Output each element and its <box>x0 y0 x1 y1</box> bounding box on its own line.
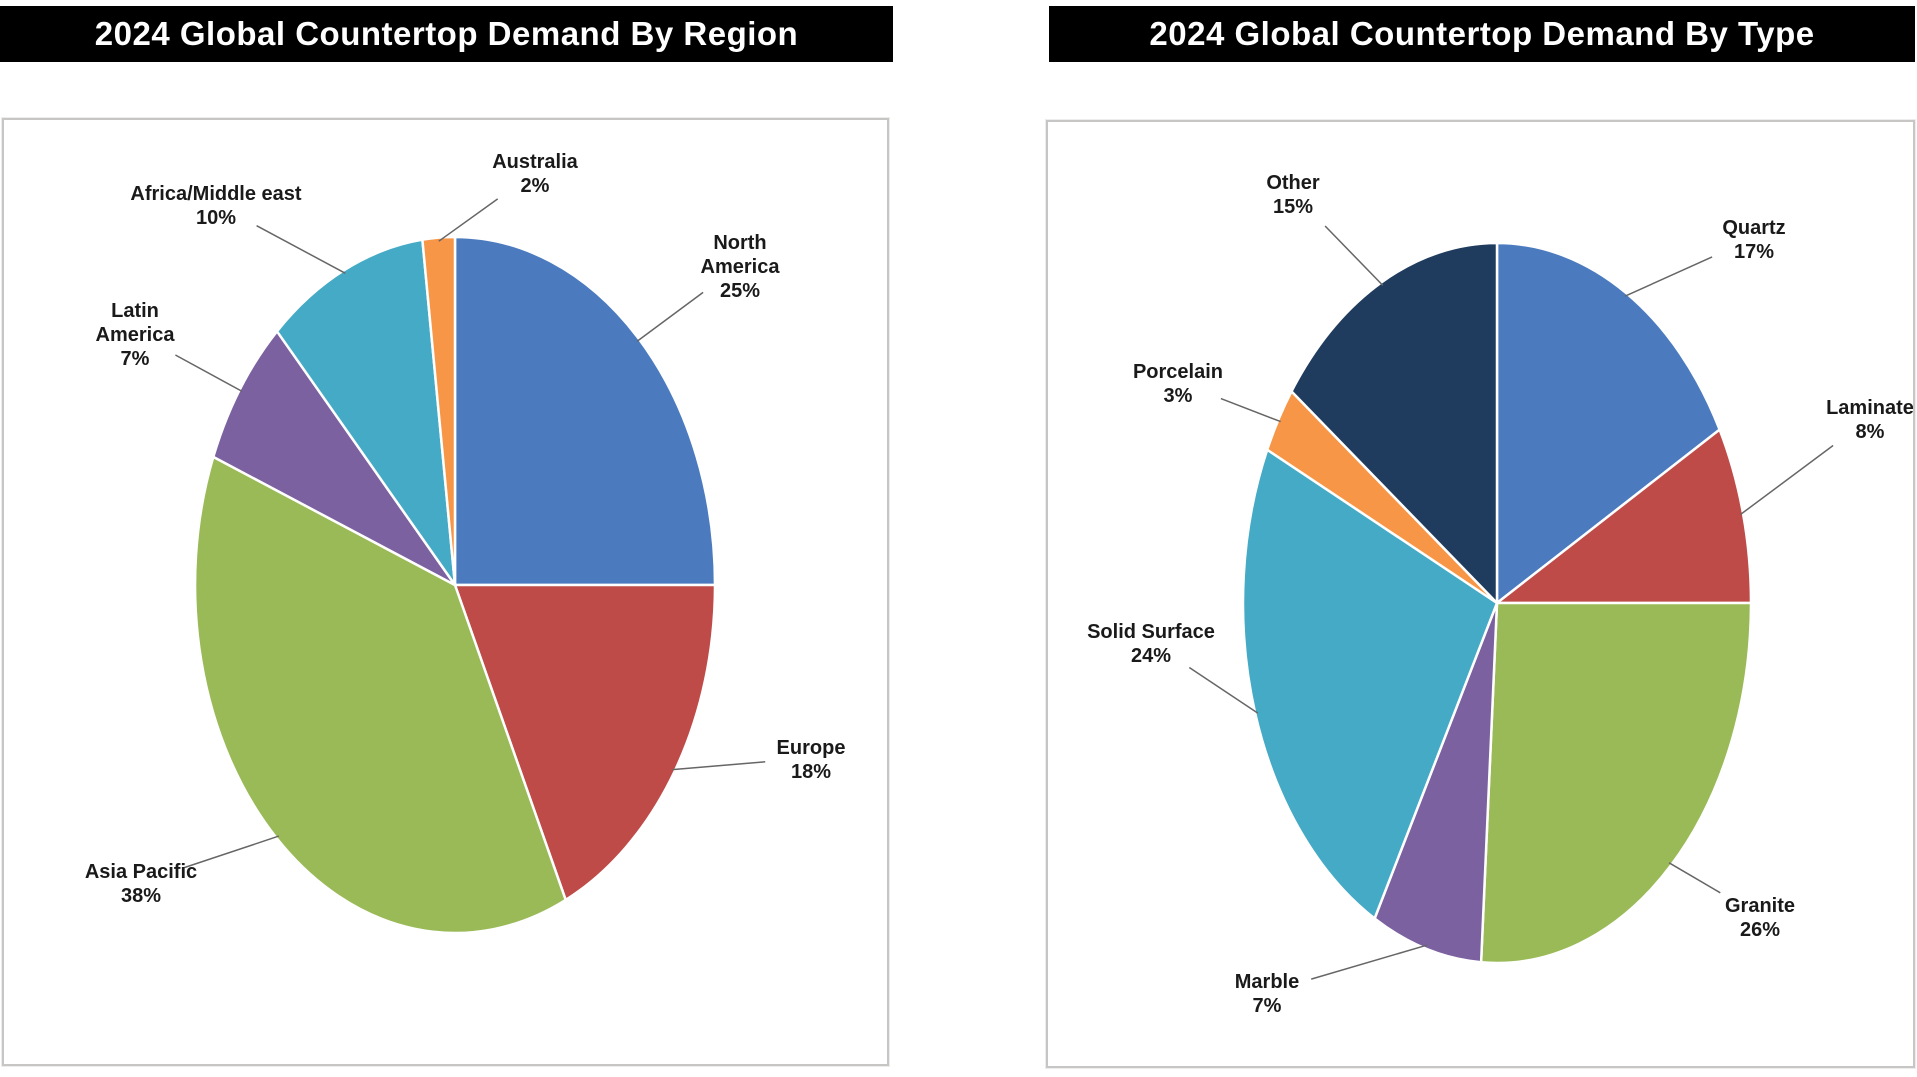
data-label-laminate: Laminate 8% <box>1826 397 1913 443</box>
data-label-asia-pacific: Asia Pacific 38% <box>85 861 197 907</box>
pie-slice-granite <box>1479 601 1753 965</box>
data-label-solid-surface: Solid Surface 24% <box>1087 621 1215 667</box>
data-label-granite: Granite 26% <box>1725 895 1795 941</box>
leader-line-africa-middle-east <box>256 225 346 274</box>
data-label-africa-middle-east: Africa/Middle east 10% <box>130 183 302 229</box>
region-chart-box: North America 25% Europe 18% Asia Pacific 38% L… <box>2 118 889 1066</box>
data-label-latin-america: Latin America 7% <box>96 300 176 370</box>
type-chart-title: 2024 Global Countertop Demand By Type <box>1149 15 1815 52</box>
leader-line-marble <box>1310 944 1428 980</box>
leader-line-europe <box>672 761 766 771</box>
leader-line-laminate <box>1740 444 1834 516</box>
pie-slice-other <box>1290 241 1499 605</box>
leader-line-solid-surface <box>1188 666 1259 714</box>
pie-slice-marble <box>1373 601 1499 964</box>
leader-line-other <box>1324 225 1384 286</box>
leader-line-asia-pacific <box>184 835 280 869</box>
data-label-australia: Australia 2% <box>492 151 578 197</box>
type-chart-box: Quartz 17% Laminate 8% Granite 26% Marble 7% Sol… <box>1046 120 1915 1068</box>
pie-slice-quartz <box>1495 241 1721 605</box>
leader-line-quartz <box>1624 256 1713 297</box>
data-label-porcelain: Porcelain 3% <box>1133 361 1223 407</box>
pie-slice-australia <box>421 235 457 587</box>
data-label-quartz: Quartz 17% <box>1722 217 1785 263</box>
type-chart-title-bar: 2024 Global Countertop Demand By Type <box>1049 6 1915 62</box>
pie-slice-asia-pacific <box>193 455 567 935</box>
data-label-north-america: North America 25% <box>701 232 781 302</box>
data-label-marble: Marble 7% <box>1235 971 1299 1017</box>
pie-slice-north-america <box>453 235 717 587</box>
leader-line-granite <box>1668 862 1721 894</box>
data-label-other: Other 15% <box>1266 172 1320 218</box>
pie-slice-europe <box>453 583 717 902</box>
data-label-europe: Europe 18% <box>777 737 846 783</box>
region-chart-title: 2024 Global Countertop Demand By Region <box>94 15 799 52</box>
pie-slice-africa-middle-east <box>275 238 457 587</box>
leader-line-latin-america <box>175 354 243 393</box>
leader-line-australia <box>438 198 499 242</box>
region-chart-title-bar: 2024 Global Countertop Demand By Region <box>0 6 893 62</box>
leader-line-north-america <box>636 291 704 343</box>
type-pie-chart: Quartz 17% Laminate 8% Granite 26% Marble 7% Sol… <box>1087 172 1913 1017</box>
pie-slice-solid-surface <box>1241 448 1499 920</box>
region-pie-chart: North America 25% Europe 18% Asia Pacific 38% L… <box>85 151 846 935</box>
leader-line-porcelain <box>1220 397 1281 423</box>
